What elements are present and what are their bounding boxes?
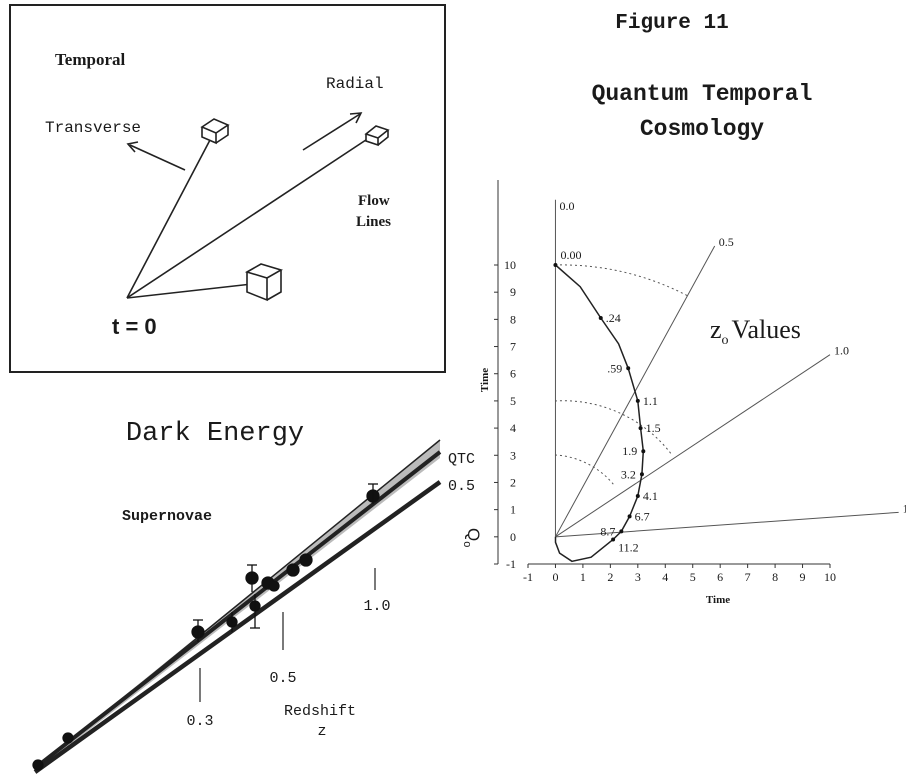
y-tick-label: 2 [510,475,516,489]
x-tick-label: 10 [824,570,836,584]
z-point [619,529,624,534]
z-label: 1.5 [646,421,661,435]
x-tick-label: 8 [772,570,778,584]
radial-label: Radial [326,75,384,93]
x-label: Redshift [284,703,356,720]
z-point [627,514,632,519]
origin-label: t = 0 [112,314,157,339]
flow-label: Flow [358,193,390,209]
z-label: .24 [606,311,621,325]
x-tick-label: 0 [552,570,558,584]
x-tick-label: 5 [690,570,696,584]
x-tick-label: 1 [580,570,586,584]
y-tick-label: -1 [506,557,516,571]
y-tick-label: 6 [510,367,516,381]
x-axis-label: Time [706,594,730,606]
y-tick-label: 5 [510,394,516,408]
chart-title: Cosmology [640,116,764,142]
annotation-text: Values [732,315,801,344]
q-subscript: o [461,541,473,547]
z-point [638,426,643,431]
ray-label: 0.5 [719,235,734,249]
diagram-frame [9,4,446,373]
y-tick-label: 8 [510,312,516,326]
z-label: 4.1 [643,489,658,503]
z-label: 1.1 [643,394,658,408]
chart-title: Quantum Temporal [592,81,813,107]
x-tick-label: 3 [635,570,641,584]
annotation-subscript: o [722,333,729,348]
z-point [641,449,646,454]
z-point [635,494,640,499]
z-curve [554,264,645,563]
y-tick-label: 7 [510,340,516,354]
y-tick-label: 10 [504,258,516,272]
ray-axis-label: Qo [461,528,483,547]
x-tick-label: 6 [717,570,723,584]
ray-label: 1.0 [834,344,849,358]
ray-label: 0.0 [559,199,574,213]
z-tick-label: 0.5 [269,670,296,687]
z-point [639,472,644,477]
diagram-title: Temporal [55,50,125,69]
qtc-label: QTC [448,451,475,468]
y-axis-label: Time [479,368,491,392]
panel-title: Dark Energy [126,419,304,449]
q05-label: 0.5 [448,478,475,495]
z-label: 11.2 [618,541,639,555]
z-label: .59 [607,361,622,375]
flow-label: Lines [356,214,391,230]
z-tick-lines [199,568,376,702]
transverse-label: Transverse [45,119,141,137]
y-tick-label: 1 [510,503,516,517]
z-label: 0.00 [560,248,581,262]
q05-line [33,480,442,774]
annotation-symbol: z [710,315,722,344]
x-tick-label: 9 [800,570,806,584]
y-tick-label: 0 [510,530,516,544]
y-tick-label: 4 [510,421,516,435]
z-label: 6.7 [635,509,650,523]
x-label: z [317,723,326,740]
ray [555,354,831,538]
flow-lines [126,112,379,299]
cubes [200,118,390,302]
x-tick-label: 4 [662,570,668,584]
q-symbol: Q [464,528,483,541]
x-tick-label: 2 [607,570,613,584]
supernovae [32,483,380,771]
z-tick-label: 1.0 [363,598,390,615]
y-tick-label: 9 [510,285,516,299]
ray-label: 1.5 [903,501,906,515]
z-label: 8.7 [600,524,615,538]
panel-subtitle: Supernovae [122,508,212,525]
z-point [611,537,616,542]
x-tick-label: 7 [745,570,751,584]
z-point [553,263,558,267]
z-point [626,366,631,371]
figure-title: Figure 11 [615,12,728,35]
z-tick-label: 0.3 [186,713,213,730]
z-point [598,316,603,321]
z-label: 3.2 [621,467,636,481]
y-tick-label: 3 [510,448,516,462]
x-tick-label: -1 [523,570,533,584]
z-point [635,398,640,403]
arcs [554,264,689,486]
z-label: 1.9 [622,444,637,458]
ray [555,511,899,538]
annotation: zo Values [710,315,801,348]
